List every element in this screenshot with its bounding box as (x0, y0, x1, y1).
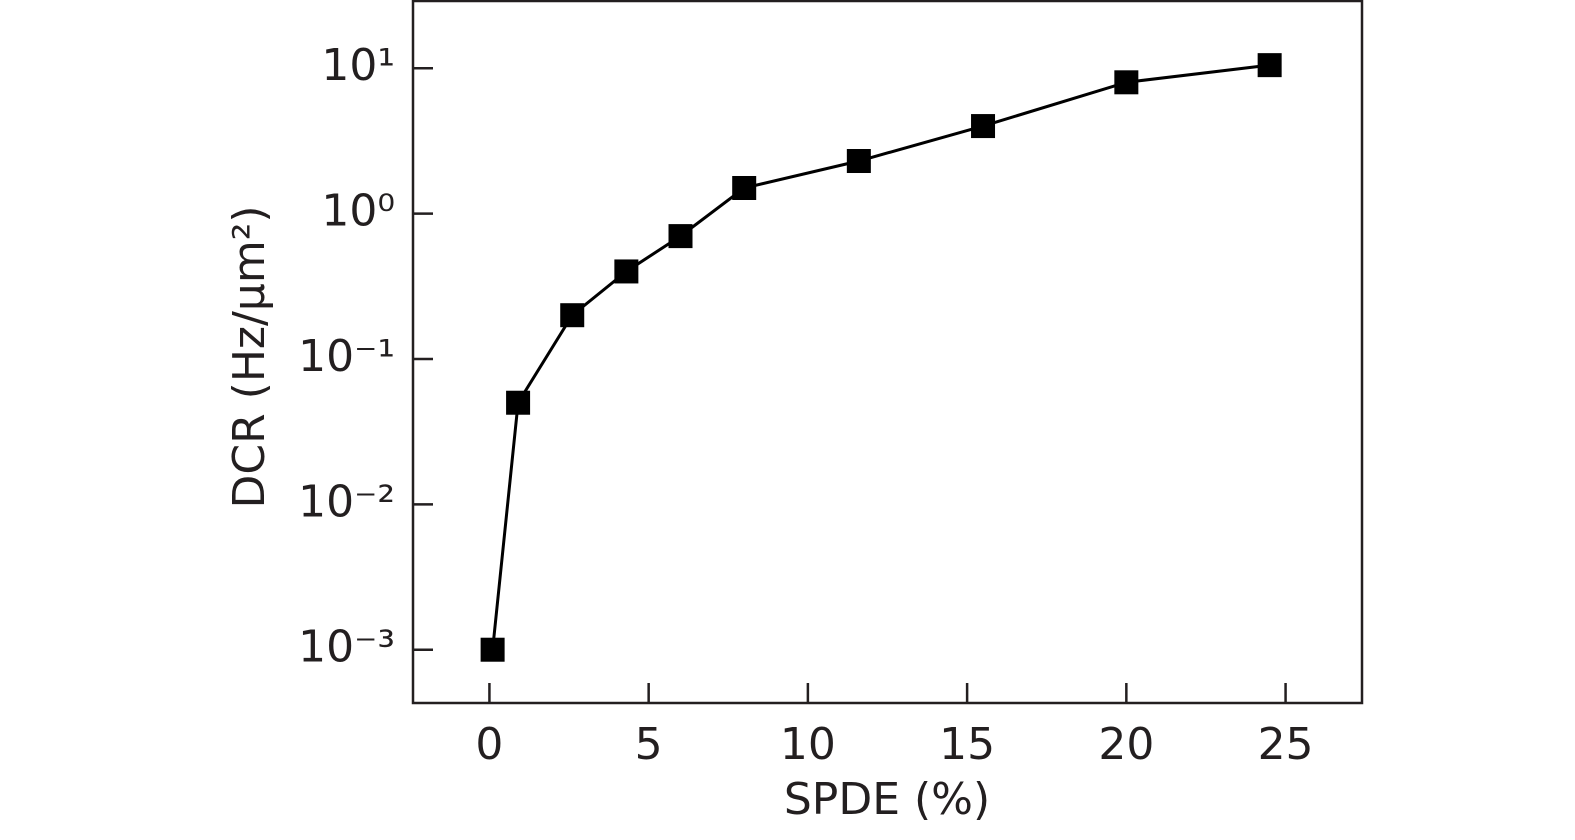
x-tick-label: 5 (635, 719, 663, 770)
y-tick-label: 10⁰ (321, 186, 395, 237)
data-marker (614, 259, 639, 284)
data-marker (668, 224, 693, 249)
plot-frame (411, 0, 1364, 705)
data-marker (560, 303, 585, 328)
x-tick-label: 25 (1258, 719, 1314, 770)
data-marker (1257, 53, 1282, 78)
x-tick-label: 10 (780, 719, 836, 770)
x-axis-label: SPDE (%) (784, 774, 990, 825)
data-line (491, 63, 1270, 650)
y-axis-label: DCR (Hz/μm²) (224, 206, 275, 509)
data-marker (506, 390, 531, 415)
x-tick-label: 15 (939, 719, 995, 770)
x-tick-label: 20 (1098, 719, 1154, 770)
data-marker (732, 175, 757, 200)
y-tick-label: 10¹ (321, 40, 395, 91)
y-tick-label: 10⁻² (298, 476, 395, 527)
x-tick-label: 0 (475, 719, 503, 770)
y-tick-label: 10⁻³ (298, 622, 395, 673)
y-tick-label: 10⁻¹ (298, 331, 395, 382)
data-marker (480, 637, 505, 662)
data-marker (1114, 70, 1139, 95)
data-marker (971, 114, 996, 139)
data-marker (846, 149, 871, 174)
